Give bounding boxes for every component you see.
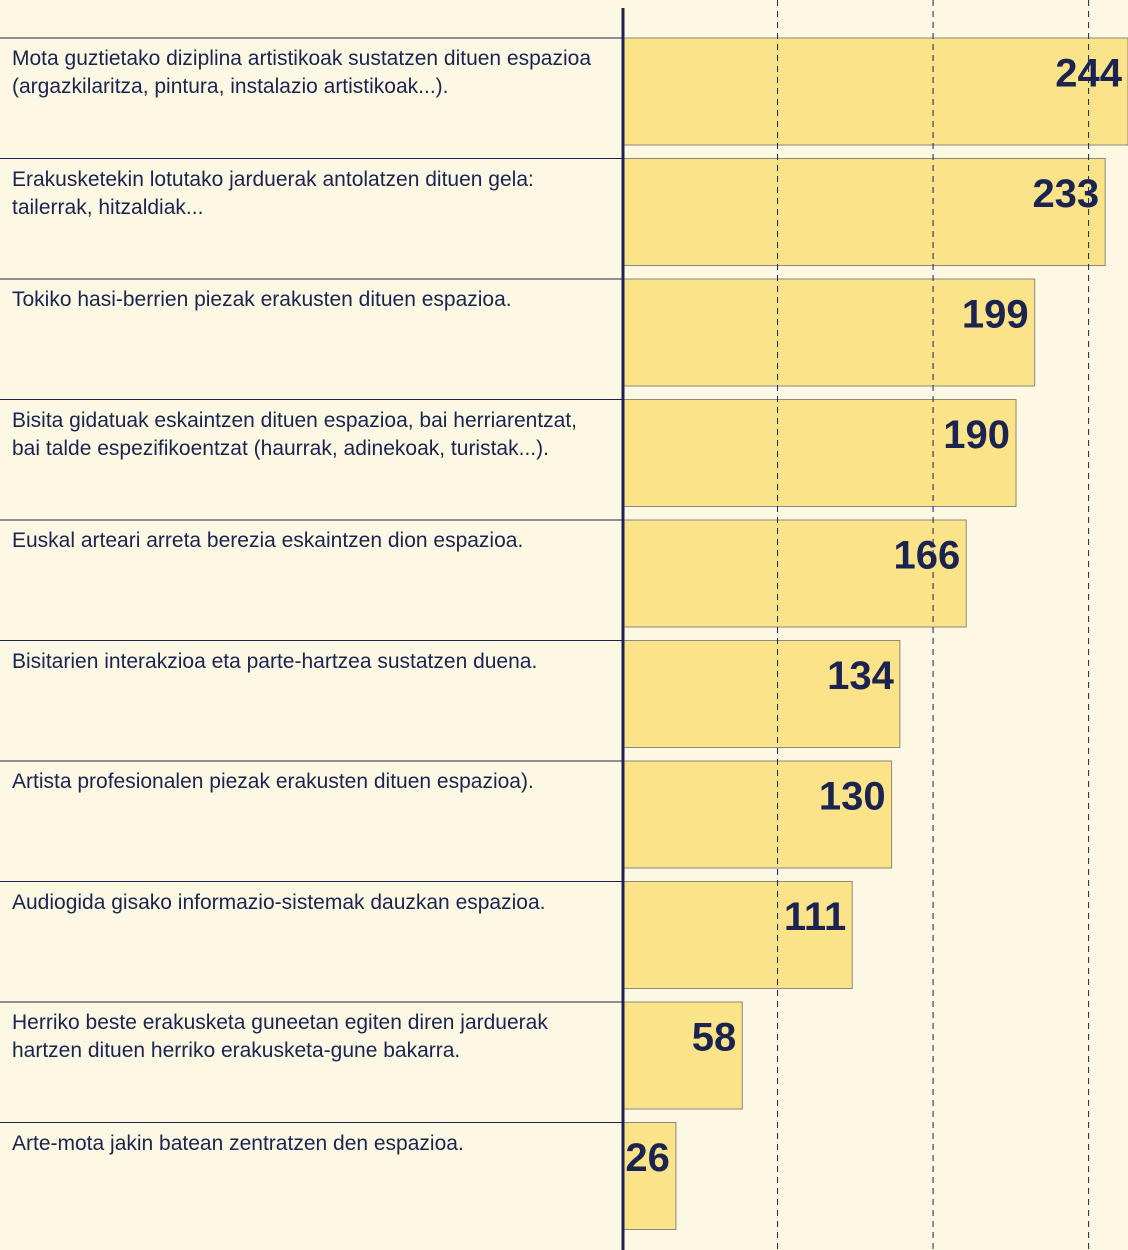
category-label: Arte-mota jakin batean zentratzen den es… [12, 1131, 464, 1155]
bar [621, 1001, 743, 1110]
value-label: 190 [943, 413, 1010, 457]
bar [621, 760, 893, 869]
category-label: Erakusketekin lotutako jarduerak antolat… [12, 167, 534, 219]
bar [621, 519, 967, 628]
value-label: 244 [1055, 52, 1122, 96]
bar [621, 37, 1128, 146]
category-label: Tokiko hasi-berrien piezak erakusten dit… [12, 288, 512, 311]
category-label: Audiogida gisako informazio-sistemak dau… [12, 890, 546, 914]
category-label: Mota guztietako diziplina artistikoak su… [12, 47, 591, 98]
value-label: 166 [893, 534, 960, 578]
value-label: 233 [1032, 172, 1099, 216]
value-label: 134 [827, 654, 894, 698]
category-label: Bisitarien interakzioa eta parte-hartzea… [12, 649, 538, 673]
category-label: Herriko beste erakusketa guneetan egiten… [12, 1011, 548, 1062]
value-label: 130 [819, 775, 886, 819]
bar [621, 278, 1036, 387]
value-label: 111 [784, 895, 846, 939]
category-label: Euskal arteari arreta berezia eskaintzen… [12, 529, 524, 552]
category-label: Bisita gidatuak eskaintzen dituen espazi… [12, 408, 578, 460]
category-label: Artista profesionalen piezak erakusten d… [12, 770, 534, 793]
bar [621, 881, 853, 989]
bar [621, 158, 1106, 266]
value-label: 199 [962, 293, 1029, 337]
value-label: 58 [692, 1016, 737, 1060]
value-label: 26 [625, 1136, 670, 1180]
bar [621, 1122, 677, 1230]
bar [621, 399, 1017, 507]
